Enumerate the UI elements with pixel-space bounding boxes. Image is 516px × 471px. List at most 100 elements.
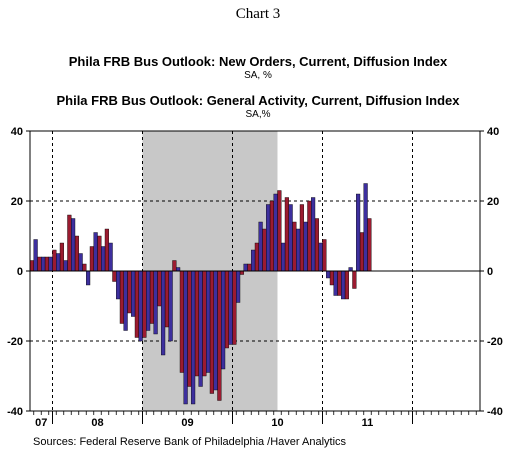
new-orders-bar	[292, 221, 297, 272]
left-y-tick-label: 20	[11, 196, 23, 208]
new-orders-bar	[142, 270, 147, 338]
general-activity-bar	[326, 270, 331, 279]
general-activity-bar	[63, 260, 68, 272]
new-orders-bar	[89, 246, 94, 272]
general-activity-bar	[311, 197, 316, 272]
general-activity-bar	[33, 239, 38, 272]
general-activity-bar	[101, 246, 106, 272]
right-y-tick-label: -20	[487, 336, 503, 348]
general-activity-bar	[318, 242, 323, 272]
new-orders-series-unit: SA, %	[244, 70, 272, 81]
new-orders-bar	[37, 256, 42, 272]
general-activity-bar	[356, 193, 361, 272]
new-orders-bar	[187, 270, 192, 387]
new-orders-bar	[52, 249, 57, 272]
x-tick-label: 07	[35, 417, 47, 429]
right-y-tick-label: 40	[487, 126, 499, 138]
new-orders-bar	[277, 190, 282, 272]
new-orders-bar	[112, 270, 117, 282]
general-activity-bar	[258, 221, 263, 272]
general-activity-bar	[153, 270, 158, 335]
bar-series	[29, 183, 372, 405]
new-orders-bar	[149, 270, 154, 324]
x-tick-label: 11	[362, 417, 374, 429]
right-y-tick-label: 20	[487, 196, 499, 208]
general-activity-bar	[146, 270, 151, 331]
left-y-tick-label: 0	[17, 266, 23, 278]
new-orders-bar	[29, 260, 34, 272]
general-activity-bar	[206, 270, 211, 373]
new-orders-bar	[269, 200, 274, 272]
general-activity-bar	[251, 249, 256, 272]
new-orders-bar	[209, 270, 214, 394]
general-activity-bar	[71, 218, 76, 272]
new-orders-bar	[104, 228, 109, 272]
x-tick-label: 08	[91, 417, 103, 429]
left-y-tick-label: -40	[7, 406, 23, 418]
new-orders-bar	[337, 270, 342, 296]
new-orders-bar	[157, 270, 162, 307]
right-y-tick-label: -40	[487, 406, 503, 418]
general-activity-bar	[191, 270, 196, 405]
general-activity-bar	[86, 270, 91, 286]
new-orders-bar	[179, 270, 184, 373]
general-activity-bar	[213, 270, 218, 391]
general-activity-bar	[221, 270, 226, 370]
general-activity-bar	[168, 270, 173, 342]
new-orders-bar	[44, 256, 49, 272]
new-orders-bar	[352, 270, 357, 289]
general-activity-bar	[281, 242, 286, 272]
right-y-tick-label: 0	[487, 266, 493, 278]
general-activity-bar	[348, 267, 353, 272]
new-orders-bar	[232, 270, 237, 345]
general-activity-bar	[296, 228, 301, 272]
general-activity-bar	[41, 256, 46, 272]
new-orders-bar	[67, 214, 72, 272]
new-orders-bar	[127, 270, 132, 314]
general-activity-bar	[131, 270, 136, 317]
general-activity-bar	[273, 193, 278, 272]
new-orders-bar	[194, 270, 199, 377]
x-tick-label: 09	[181, 417, 193, 429]
new-orders-bar	[217, 270, 222, 401]
general-activity-bar	[161, 270, 166, 356]
new-orders-bar	[59, 242, 64, 272]
new-orders-bar	[254, 242, 259, 272]
general-activity-bar	[183, 270, 188, 405]
general-activity-series-unit: SA,%	[245, 109, 271, 120]
new-orders-series-title: Phila FRB Bus Outlook: New Orders, Curre…	[68, 54, 448, 69]
new-orders-bar	[119, 270, 124, 324]
general-activity-bar	[93, 232, 98, 272]
general-activity-bar	[243, 263, 248, 272]
general-activity-bar	[123, 270, 128, 331]
general-activity-bar	[228, 270, 233, 345]
general-activity-bar	[303, 221, 308, 272]
new-orders-bar	[307, 200, 312, 272]
general-activity-series-title: Phila FRB Bus Outlook: General Activity,…	[56, 93, 460, 108]
new-orders-bar	[329, 270, 334, 286]
general-activity-bar	[138, 270, 143, 342]
new-orders-bar	[314, 218, 319, 272]
new-orders-bar	[134, 270, 139, 338]
new-orders-bar	[247, 263, 252, 272]
new-orders-bar	[97, 235, 102, 272]
general-activity-bar	[333, 270, 338, 296]
general-activity-bar	[78, 253, 83, 272]
general-activity-bar	[108, 242, 113, 272]
new-orders-bar	[262, 228, 267, 272]
new-orders-bar	[239, 270, 244, 275]
axes: -40 -40 -20 -20 0 0 20 20 40 40 07 08 09 10 11	[7, 126, 503, 429]
general-activity-bar	[236, 270, 241, 303]
general-activity-bar	[56, 253, 61, 272]
new-orders-bar	[367, 218, 372, 272]
general-activity-bar	[363, 183, 368, 272]
general-activity-bar	[266, 204, 271, 272]
new-orders-bar	[202, 270, 207, 377]
left-y-tick-label: -20	[7, 336, 23, 348]
new-orders-bar	[284, 197, 289, 272]
left-y-tick-label: 40	[11, 126, 23, 138]
new-orders-bar	[74, 235, 79, 272]
new-orders-bar	[224, 270, 229, 349]
general-activity-bar	[176, 267, 181, 272]
